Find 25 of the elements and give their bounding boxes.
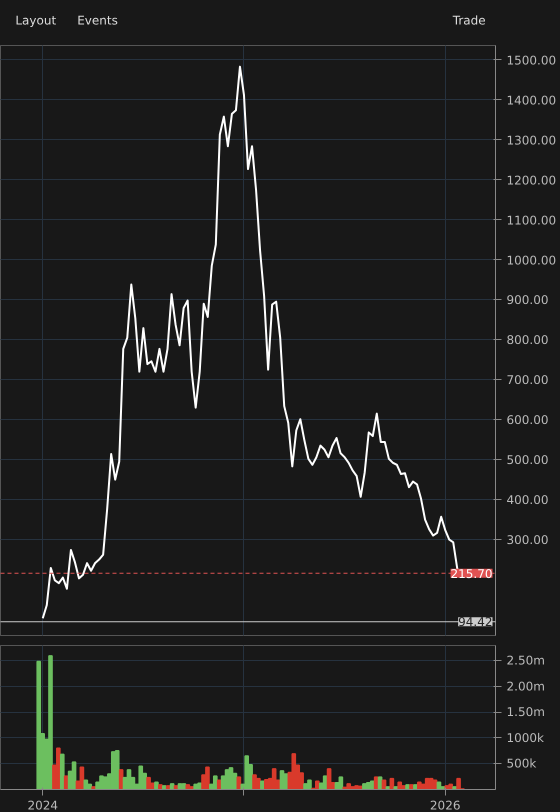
- x-tick-label: 2024: [27, 798, 58, 812]
- x-tick-label: 2026: [430, 798, 460, 812]
- y-tick-label: 1.50m: [506, 705, 545, 720]
- text: Layout: [15, 14, 56, 28]
- y-tick-label: 1500.00: [506, 53, 556, 68]
- y-tick-label: 1400.00: [506, 93, 556, 108]
- ref-line-label: 215.70: [450, 566, 493, 581]
- ref-line-label: 94.42: [458, 615, 493, 630]
- y-tick-label: 1000k: [506, 730, 544, 745]
- y-tick-label: 1300.00: [506, 133, 556, 148]
- y-tick-label: 600.00: [506, 413, 548, 428]
- text: Trade: [452, 14, 486, 28]
- y-tick-label: 1000.00: [506, 253, 556, 268]
- y-tick-label: 1200.00: [506, 173, 556, 188]
- y-tick-label: 700.00: [506, 373, 548, 388]
- y-tick-label: 1100.00: [506, 213, 556, 228]
- y-tick-label: 400.00: [506, 493, 548, 508]
- y-tick-label: 500k: [506, 756, 536, 771]
- y-tick-label: 300.00: [506, 533, 548, 548]
- y-tick-label: 500.00: [506, 453, 548, 468]
- y-tick-label: 2.50m: [506, 653, 545, 668]
- y-tick-label: 900.00: [506, 293, 548, 308]
- y-tick-label: 800.00: [506, 333, 548, 348]
- y-tick-label: 2.00m: [506, 679, 545, 694]
- text: Events: [77, 14, 118, 28]
